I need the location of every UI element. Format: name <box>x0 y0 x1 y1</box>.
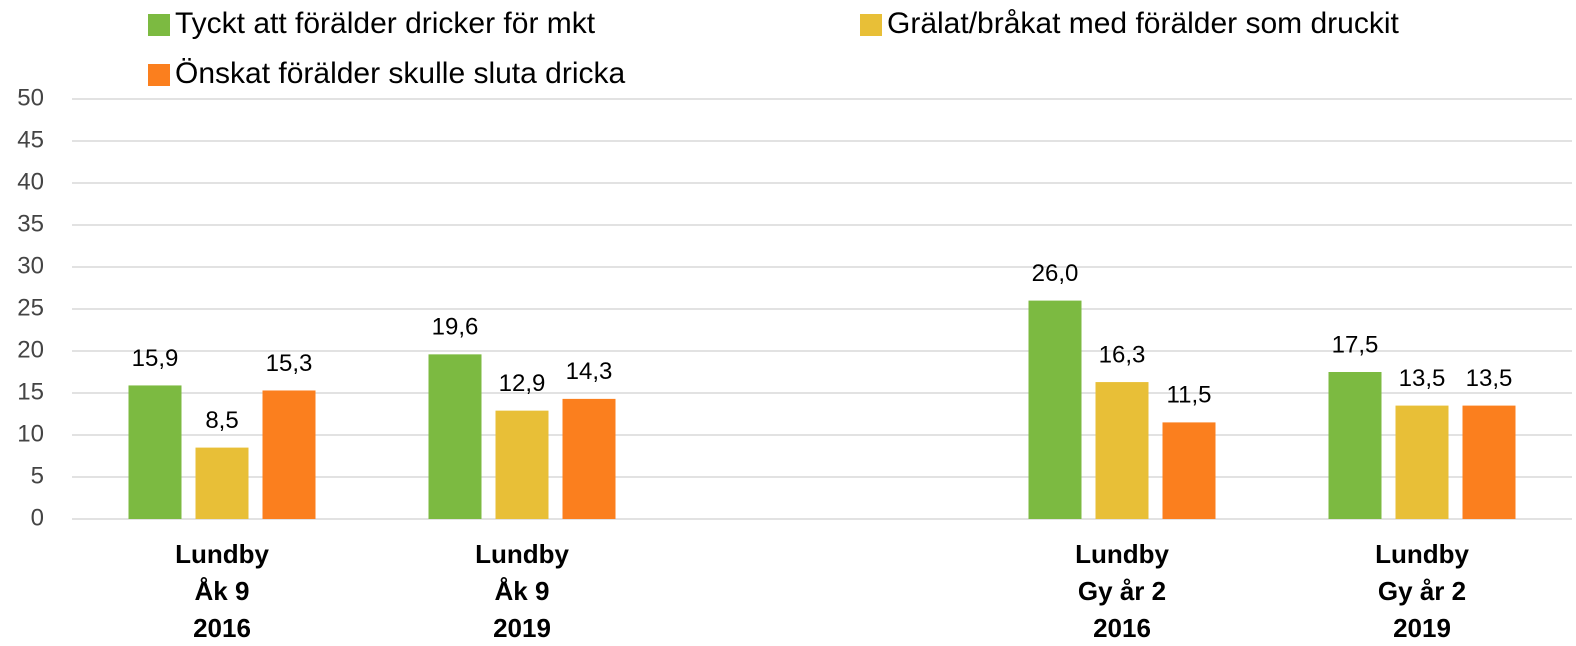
legend-label: Önskat förälder skulle sluta dricka <box>175 57 626 90</box>
data-label: 17,5 <box>1332 331 1379 358</box>
legend-label: Grälat/bråkat med förälder som druckit <box>887 7 1400 40</box>
x-tick-label: Lundby <box>1375 539 1469 569</box>
y-tick-label: 10 <box>17 420 44 447</box>
bar <box>128 385 182 519</box>
x-tick-label: Åk 9 <box>495 576 550 606</box>
data-label: 15,9 <box>132 345 179 372</box>
data-label: 16,3 <box>1099 341 1146 368</box>
y-tick-label: 15 <box>17 378 44 405</box>
legend-label: Tyckt att förälder dricker för mkt <box>175 7 596 40</box>
bar <box>1162 422 1216 519</box>
data-label: 14,3 <box>566 358 613 385</box>
bar <box>1328 372 1382 519</box>
y-tick-label: 5 <box>31 462 44 489</box>
data-label: 12,9 <box>499 370 546 397</box>
bar <box>562 398 616 519</box>
data-label: 19,6 <box>432 314 479 341</box>
bar <box>1462 405 1516 519</box>
bar <box>1095 382 1149 519</box>
data-label: 13,5 <box>1399 365 1446 392</box>
legend-swatch <box>148 14 170 36</box>
y-tick-label: 30 <box>17 252 44 279</box>
x-tick-label: 2019 <box>1393 613 1451 643</box>
x-tick-label: 2016 <box>1093 613 1151 643</box>
x-tick-label: 2016 <box>193 613 251 643</box>
x-tick-label: Lundby <box>1075 539 1169 569</box>
legend-swatch <box>860 14 882 36</box>
x-tick-label: Lundby <box>475 539 569 569</box>
x-tick-label: Åk 9 <box>195 576 250 606</box>
y-tick-label: 50 <box>17 84 44 111</box>
bar <box>428 354 482 519</box>
x-tick-label: Gy år 2 <box>1078 576 1166 606</box>
data-label: 8,5 <box>205 407 238 434</box>
x-tick-label: 2019 <box>493 613 551 643</box>
y-tick-label: 25 <box>17 294 44 321</box>
data-label: 13,5 <box>1466 365 1513 392</box>
bar <box>495 410 549 519</box>
data-label: 15,3 <box>266 350 313 377</box>
bar <box>1028 300 1082 519</box>
x-tick-label: Gy år 2 <box>1378 576 1466 606</box>
bar <box>1395 405 1449 519</box>
bar <box>195 447 249 519</box>
legend-swatch <box>148 64 170 86</box>
y-tick-label: 40 <box>17 168 44 195</box>
y-tick-label: 0 <box>31 504 44 531</box>
bar <box>262 390 316 519</box>
data-label: 26,0 <box>1032 260 1079 287</box>
y-tick-label: 20 <box>17 336 44 363</box>
x-tick-label: Lundby <box>175 539 269 569</box>
y-tick-label: 35 <box>17 210 44 237</box>
data-label: 11,5 <box>1167 382 1212 409</box>
y-tick-label: 45 <box>17 126 44 153</box>
